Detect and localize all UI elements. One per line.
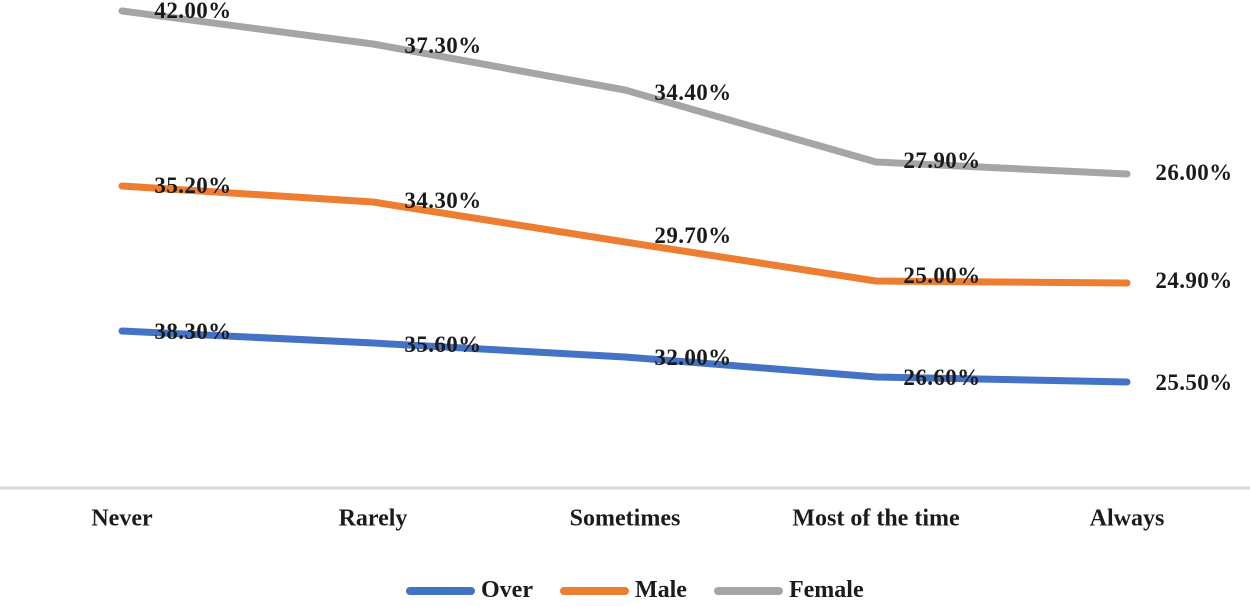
series-lines [118,7,1131,386]
series-line-over [118,327,1131,386]
legend-item-male: Male [559,577,687,604]
legend-swatch-over [406,586,475,595]
legend-swatch-male [559,586,629,595]
legend-label-over: Over [481,577,533,603]
legend: Over Male Female [406,577,864,604]
legend-label-female: Female [788,577,864,603]
series-line-female [118,7,1131,178]
legend-item-female: Female [713,577,864,604]
legend-label-male: Male [634,577,687,603]
series-line-male [118,182,1131,287]
legend-swatch-female [713,586,783,595]
legend-item-over: Over [406,577,533,604]
